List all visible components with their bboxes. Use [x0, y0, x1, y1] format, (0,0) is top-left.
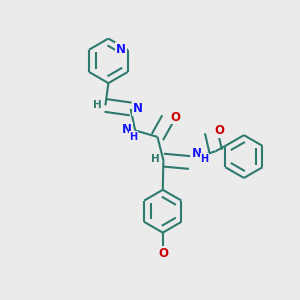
Text: H: H: [200, 154, 208, 164]
Text: O: O: [158, 247, 168, 260]
Text: N: N: [116, 43, 126, 56]
Text: H: H: [130, 132, 138, 142]
Text: H: H: [93, 100, 101, 110]
Text: H: H: [151, 154, 159, 164]
Text: O: O: [214, 124, 224, 137]
Text: O: O: [170, 110, 180, 124]
Text: N: N: [122, 123, 132, 136]
Text: N: N: [133, 102, 143, 115]
Text: N: N: [192, 147, 202, 160]
